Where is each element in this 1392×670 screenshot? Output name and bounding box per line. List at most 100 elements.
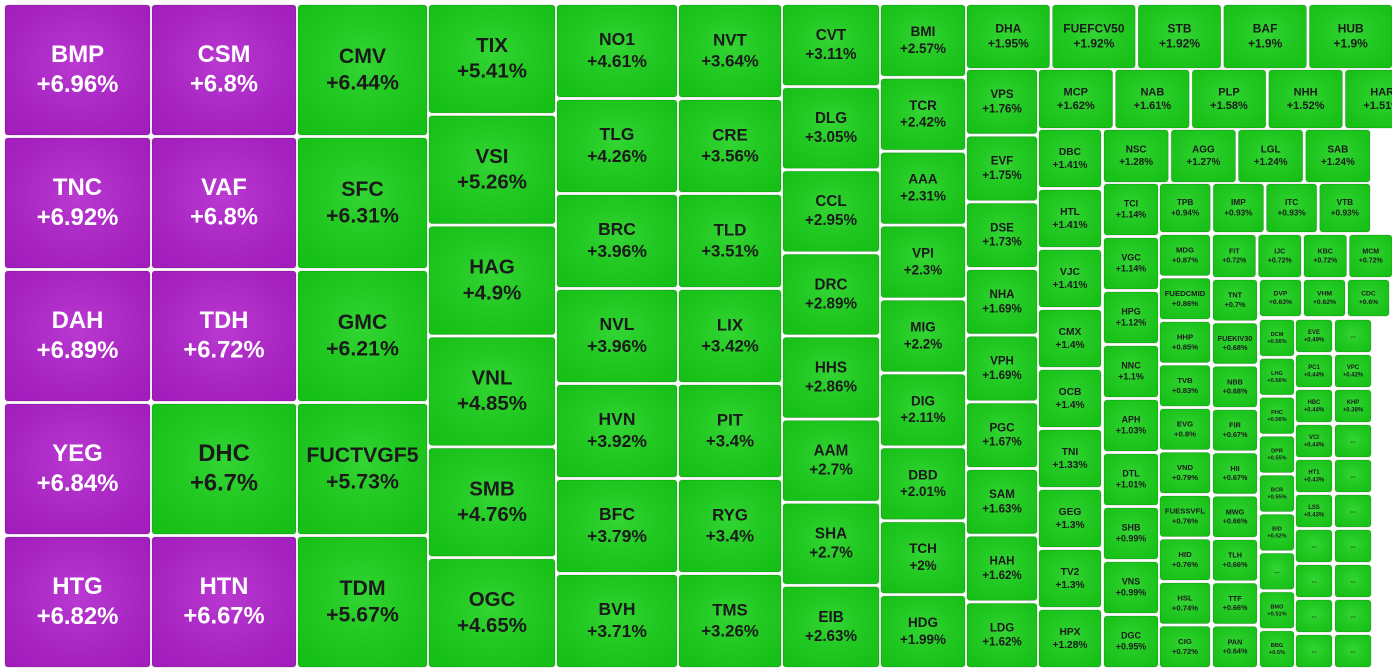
ticker: VAF	[201, 174, 247, 201]
change: +1.92%	[1159, 36, 1200, 50]
tile[interactable]	[1038, 609, 1102, 668]
tile[interactable]	[1170, 129, 1236, 183]
ticker: DTL	[1122, 469, 1140, 479]
ticker: DHC	[198, 440, 249, 467]
ticker: HHP	[1177, 333, 1193, 342]
tile[interactable]	[966, 536, 1038, 601]
tile[interactable]	[1305, 129, 1371, 183]
tile[interactable]	[1303, 279, 1346, 317]
ticker: HBC	[1308, 400, 1322, 406]
tile[interactable]	[1038, 549, 1102, 608]
ticker: FUEDCMID	[1165, 289, 1206, 298]
change: +5.41%	[457, 60, 527, 83]
change: +0.56%	[1267, 378, 1286, 384]
change: +3.4%	[706, 431, 754, 450]
ticker: GMC	[338, 310, 388, 334]
tile[interactable]	[1349, 234, 1392, 278]
tile[interactable]	[1295, 389, 1333, 423]
tile[interactable]	[1295, 424, 1333, 458]
tile[interactable]	[1038, 309, 1102, 368]
ticker: TTF	[1228, 594, 1242, 603]
tile[interactable]	[966, 202, 1038, 268]
tile[interactable]	[1191, 69, 1267, 129]
change: +2.7%	[809, 462, 853, 479]
tile[interactable]	[966, 69, 1038, 135]
change: +0.86%	[1172, 299, 1198, 308]
ticker: AGG	[1192, 145, 1215, 156]
ticker: LGL	[1261, 145, 1281, 156]
ticker: KHP	[1347, 400, 1360, 406]
change: +0.67%	[1223, 473, 1248, 482]
change: +0.43%	[1304, 477, 1325, 483]
tile[interactable]	[1347, 279, 1390, 317]
ticker: PLP	[1218, 86, 1239, 98]
ticker: EIB	[818, 609, 843, 626]
change: +0.62%	[1313, 299, 1336, 306]
ticker: PGC	[989, 422, 1015, 434]
change: +1.24%	[1321, 157, 1355, 168]
change: +0.66%	[1223, 560, 1248, 569]
ticker: EVE	[1308, 330, 1320, 336]
ticker: HVN	[599, 409, 636, 429]
tile[interactable]	[1238, 129, 1304, 183]
tile[interactable]	[1038, 189, 1102, 248]
tile[interactable]	[1212, 234, 1256, 278]
tile[interactable]	[966, 269, 1038, 335]
tile[interactable]	[1258, 234, 1302, 278]
tile[interactable]	[1038, 429, 1102, 488]
tile[interactable]	[966, 402, 1038, 468]
tile[interactable]	[1295, 354, 1333, 388]
tile[interactable]	[1038, 489, 1102, 548]
tile[interactable]	[1295, 459, 1333, 493]
ticker: FUEFCV50	[1063, 21, 1125, 35]
tile[interactable]	[1115, 69, 1190, 129]
tile[interactable]	[966, 336, 1038, 401]
tile[interactable]	[966, 469, 1038, 535]
tile[interactable]	[1038, 249, 1102, 308]
change: +6.7%	[190, 470, 258, 497]
change: +0.56%	[1267, 339, 1286, 345]
tile[interactable]	[1303, 234, 1347, 278]
change: +6.44%	[326, 70, 399, 94]
ticker: VPS	[990, 89, 1013, 101]
ticker: VHM	[1317, 291, 1332, 298]
ticker: YEG	[52, 440, 103, 467]
ticker: ...	[1351, 509, 1356, 515]
change: +1.24%	[1254, 157, 1288, 168]
tile[interactable]	[1268, 69, 1343, 129]
change: +4.61%	[587, 51, 647, 71]
ticker: DRC	[815, 276, 848, 293]
tile[interactable]	[1038, 129, 1102, 188]
change: +1.14%	[1116, 264, 1147, 274]
change: +6.8%	[190, 71, 258, 98]
tile[interactable]	[1334, 389, 1372, 423]
ticker: ...	[1351, 649, 1356, 655]
tile[interactable]	[966, 602, 1038, 668]
change: +1.3%	[1055, 520, 1084, 531]
tile[interactable]	[1334, 354, 1372, 388]
tile[interactable]	[966, 136, 1038, 201]
tile[interactable]	[1103, 129, 1169, 183]
tile[interactable]	[1259, 279, 1302, 317]
tile[interactable]	[1295, 494, 1333, 528]
change: +0.56%	[1267, 417, 1286, 423]
ticker: ...	[1351, 334, 1356, 340]
tile[interactable]	[1344, 69, 1392, 129]
change: +1.27%	[1186, 157, 1220, 168]
ticker: ...	[1275, 569, 1280, 575]
change: +1.9%	[1248, 36, 1283, 50]
ticker: VGC	[1121, 253, 1141, 263]
ticker: NVL	[600, 314, 635, 334]
ticker: HAR	[1370, 86, 1392, 98]
ticker: VTB	[1337, 197, 1354, 207]
tile[interactable]	[1295, 319, 1333, 353]
ticker: ...	[1351, 474, 1356, 480]
change: +6.96%	[37, 71, 119, 98]
ticker: GEG	[1059, 507, 1082, 518]
ticker: NBB	[1227, 377, 1243, 386]
tile[interactable]	[1038, 69, 1114, 129]
ticker: DBD	[908, 467, 937, 482]
tile[interactable]	[1038, 369, 1102, 428]
